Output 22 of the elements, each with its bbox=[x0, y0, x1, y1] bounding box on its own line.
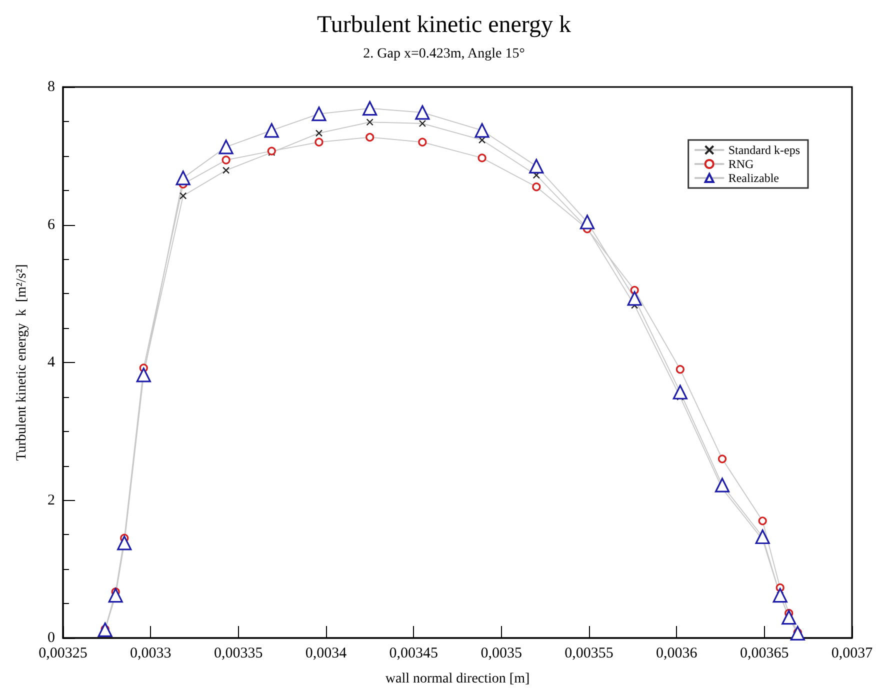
x-tick-label: 0,00365 bbox=[740, 646, 789, 662]
y-tick-label: 2 bbox=[48, 492, 55, 508]
chart-subtitle: 2. Gap x=0.423m, Angle 15° bbox=[363, 46, 525, 62]
x-tick-label: 0,00345 bbox=[389, 646, 438, 662]
x-tick-label: 0,0037 bbox=[831, 646, 874, 662]
chart-title: Turbulent kinetic energy k bbox=[317, 12, 571, 38]
x-tick-label: 0,00355 bbox=[564, 646, 614, 662]
y-axis-title: Turbulent kinetic energy k [m²/s²] bbox=[14, 264, 30, 461]
x-tick-label: 0,0033 bbox=[130, 646, 172, 662]
x-axis-title: wall normal direction [m] bbox=[385, 672, 530, 686]
x-tick-label: 0,0034 bbox=[305, 646, 348, 662]
y-tick-label: 6 bbox=[48, 216, 56, 233]
legend-label: Standard k-eps bbox=[728, 143, 800, 157]
y-tick-label: 4 bbox=[48, 354, 56, 370]
y-tick-label: 0 bbox=[48, 630, 55, 646]
y-tick-label: 8 bbox=[48, 79, 55, 95]
x-tick-label: 0,00335 bbox=[214, 646, 263, 662]
x-tick-label: 0,0036 bbox=[656, 646, 698, 662]
x-tick-label: 0,00325 bbox=[38, 646, 88, 662]
legend-label: RNG bbox=[728, 157, 754, 171]
legend-label: Realizable bbox=[728, 171, 779, 185]
x-tick-label: 0,0035 bbox=[480, 646, 522, 662]
